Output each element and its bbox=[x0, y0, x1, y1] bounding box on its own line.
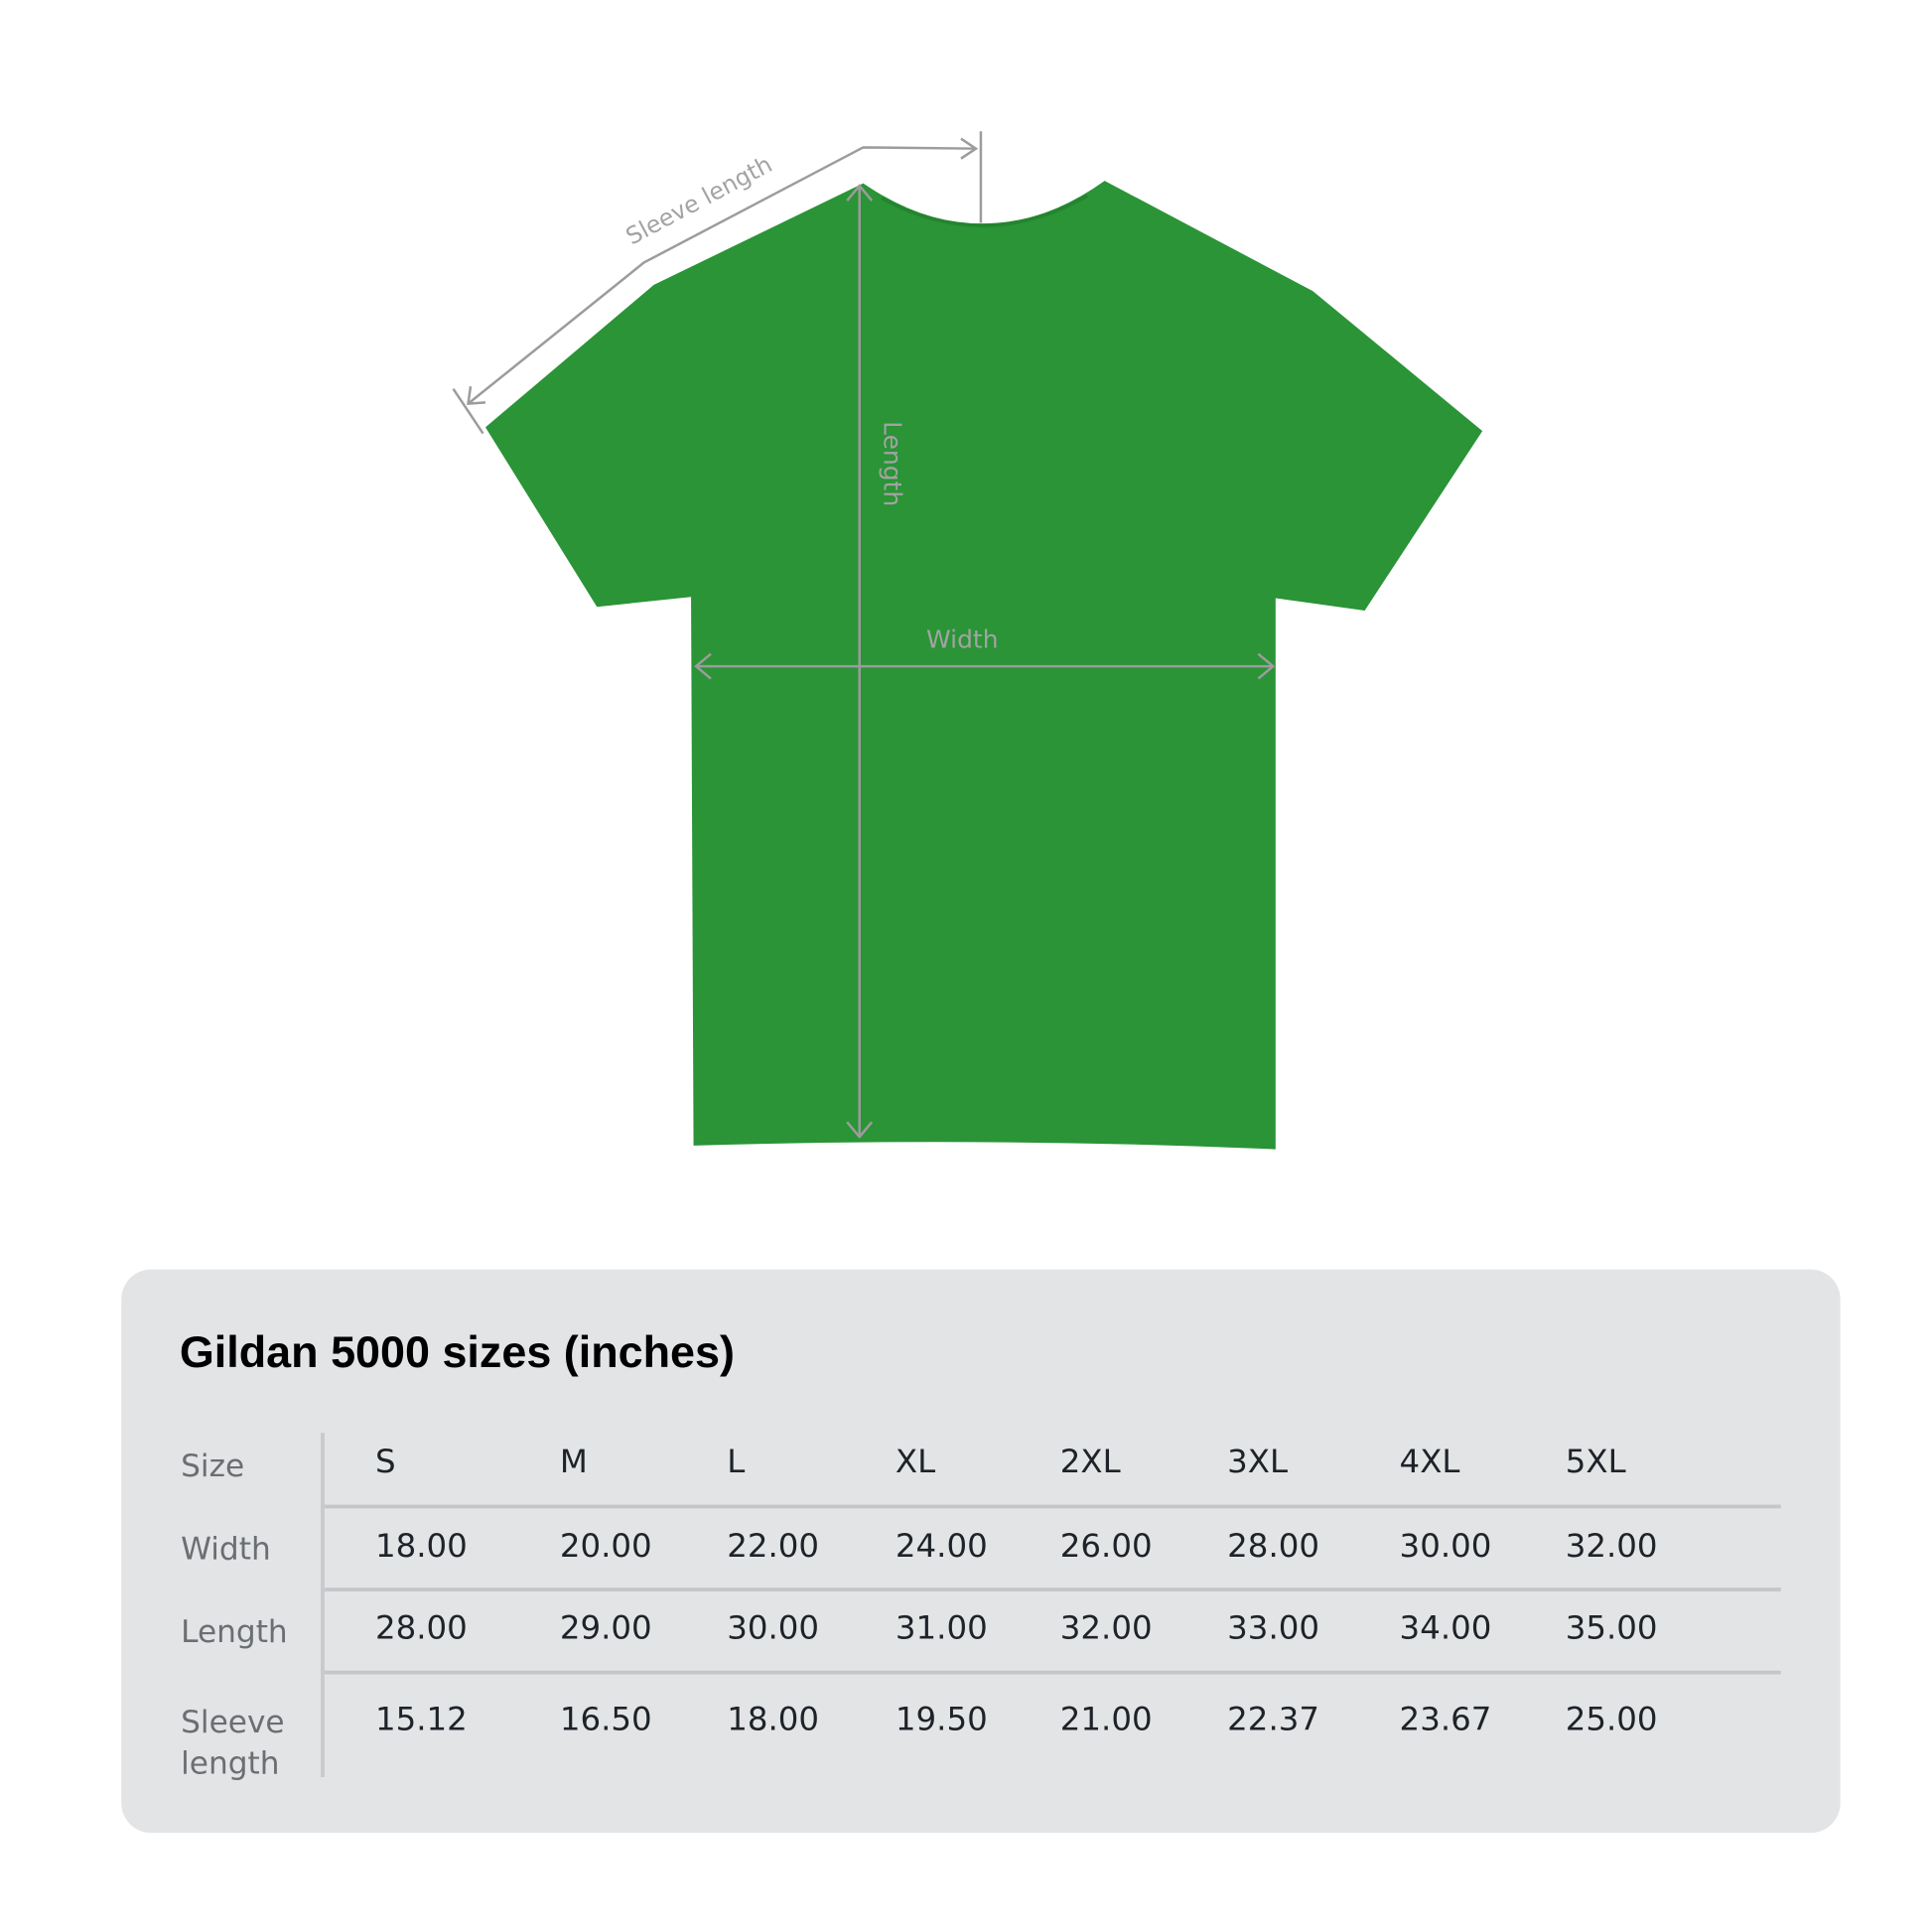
collar bbox=[881, 194, 1089, 227]
size-header: 4XL bbox=[1399, 1444, 1460, 1481]
size-header: XL bbox=[895, 1444, 936, 1481]
table-cell: 15.12 bbox=[374, 1701, 468, 1739]
table-cell: 26.00 bbox=[1059, 1528, 1153, 1566]
size-header: 3XL bbox=[1227, 1444, 1289, 1481]
sleeve-measure-line bbox=[467, 146, 976, 405]
size-header: M bbox=[559, 1444, 588, 1481]
table-title: Gildan 5000 sizes (inches) bbox=[179, 1325, 735, 1378]
table-cell: 18.00 bbox=[727, 1701, 820, 1739]
table-cell: 33.00 bbox=[1227, 1609, 1320, 1648]
size-header: 2XL bbox=[1059, 1444, 1121, 1481]
table-cell: 23.67 bbox=[1399, 1701, 1492, 1739]
table-cell: 34.00 bbox=[1399, 1609, 1492, 1648]
table-cell: 18.00 bbox=[374, 1528, 468, 1566]
table-cell: 22.37 bbox=[1227, 1701, 1320, 1739]
table-cell: 28.00 bbox=[374, 1609, 468, 1648]
table-cell: 29.00 bbox=[559, 1609, 652, 1648]
length-label: Length bbox=[879, 421, 907, 506]
sleeve-length-label: Sleeve length bbox=[621, 150, 777, 250]
row-label-sleeve-length: Sleeve length bbox=[181, 1704, 285, 1781]
table-cell: 21.00 bbox=[1059, 1701, 1153, 1739]
table-cell: 24.00 bbox=[895, 1528, 988, 1566]
table-cell: 22.00 bbox=[727, 1528, 820, 1566]
divider bbox=[324, 1670, 1781, 1675]
table-cell: 16.50 bbox=[559, 1701, 652, 1739]
table-cell: 30.00 bbox=[727, 1609, 820, 1648]
size-header: S bbox=[374, 1444, 396, 1481]
table-cell: 19.50 bbox=[895, 1701, 988, 1739]
table-cell: 32.00 bbox=[1565, 1528, 1658, 1566]
table-cell: 30.00 bbox=[1399, 1528, 1492, 1566]
divider bbox=[324, 1587, 1781, 1591]
size-table-panel: Gildan 5000 sizes (inches) Size Width Le… bbox=[121, 1269, 1841, 1834]
divider bbox=[324, 1504, 1781, 1509]
table-cell: 31.00 bbox=[895, 1609, 988, 1648]
size-header: L bbox=[727, 1444, 746, 1481]
table-cell: 35.00 bbox=[1565, 1609, 1658, 1648]
table-cell: 28.00 bbox=[1227, 1528, 1320, 1566]
table-cell: 25.00 bbox=[1565, 1701, 1658, 1739]
table-cell: 32.00 bbox=[1059, 1609, 1153, 1648]
width-label: Width bbox=[926, 624, 998, 653]
divider bbox=[321, 1433, 325, 1778]
row-label-length: Length bbox=[181, 1613, 288, 1650]
size-header: 5XL bbox=[1565, 1444, 1626, 1481]
row-label-width: Width bbox=[181, 1530, 271, 1567]
table-cell: 20.00 bbox=[559, 1528, 652, 1566]
tshirt-diagram: Sleeve length Length Width bbox=[452, 131, 1483, 1150]
header-label: Size bbox=[181, 1448, 245, 1484]
